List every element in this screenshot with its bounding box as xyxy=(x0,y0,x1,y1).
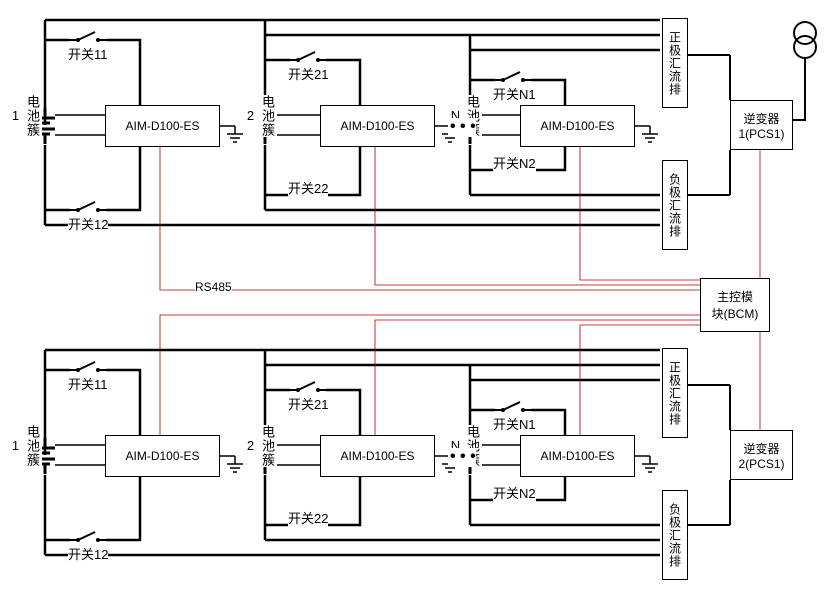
inverter-2: 逆变器 2(PCS1) xyxy=(730,430,793,480)
module-box-1-2: AIM-D100-ES xyxy=(320,105,435,147)
battery-label-2-1: 电池簇1 xyxy=(8,425,42,467)
switch-12-label-1: 开关12 xyxy=(68,214,108,233)
inv2-line2: 2(PCS1) xyxy=(738,457,784,471)
module-box-2-n: AIM-D100-ES xyxy=(520,435,635,477)
bcm-line2: 块(BCM) xyxy=(712,305,759,322)
switch-n1-label-1: 开关N1 xyxy=(493,84,536,103)
switch-11-label-1: 开关11 xyxy=(68,44,108,63)
neg-busbar-1: 负极汇流排 xyxy=(662,160,688,250)
battery-label-2-2: 电池簇2 xyxy=(243,425,277,467)
inverter-1: 逆变器 1(PCS1) xyxy=(730,100,793,150)
switch-n2-label-1: 开关N2 xyxy=(493,153,536,172)
switch-n2-label-2: 开关N2 xyxy=(493,483,536,502)
ellipsis-1: • • • xyxy=(450,118,476,136)
module-box-1-n: AIM-D100-ES xyxy=(520,105,635,147)
bcm-line1: 主控模 xyxy=(717,288,753,305)
module-box-2-2: AIM-D100-ES xyxy=(320,435,435,477)
switch-22-label-1: 开关22 xyxy=(288,178,328,197)
rs485-label: RS485 xyxy=(195,280,232,294)
switch-12-label-2: 开关12 xyxy=(68,544,108,563)
neg-busbar-2: 负极汇流排 xyxy=(662,490,688,580)
switch-21-label-2: 开关21 xyxy=(288,394,328,413)
inv2-line1: 逆变器 xyxy=(743,440,779,457)
pos-busbar-2: 正极汇流排 xyxy=(662,348,688,438)
switch-22-label-2: 开关22 xyxy=(288,508,328,527)
switch-21-label-1: 开关21 xyxy=(288,64,328,83)
switch-11-label-2: 开关11 xyxy=(68,374,108,393)
bcm-box: 主控模 块(BCM) xyxy=(700,278,770,332)
ellipsis-2: • • • xyxy=(450,448,476,466)
inv1-line2: 1(PCS1) xyxy=(738,127,784,141)
switch-n1-label-2: 开关N1 xyxy=(493,414,536,433)
pos-busbar-1: 正极汇流排 xyxy=(662,18,688,108)
module-box-1-1: AIM-D100-ES xyxy=(105,105,220,147)
battery-label-1-2: 电池簇2 xyxy=(243,95,277,137)
inv1-line1: 逆变器 xyxy=(743,110,779,127)
battery-label-1-1: 电池簇1 xyxy=(8,95,42,137)
module-box-2-1: AIM-D100-ES xyxy=(105,435,220,477)
